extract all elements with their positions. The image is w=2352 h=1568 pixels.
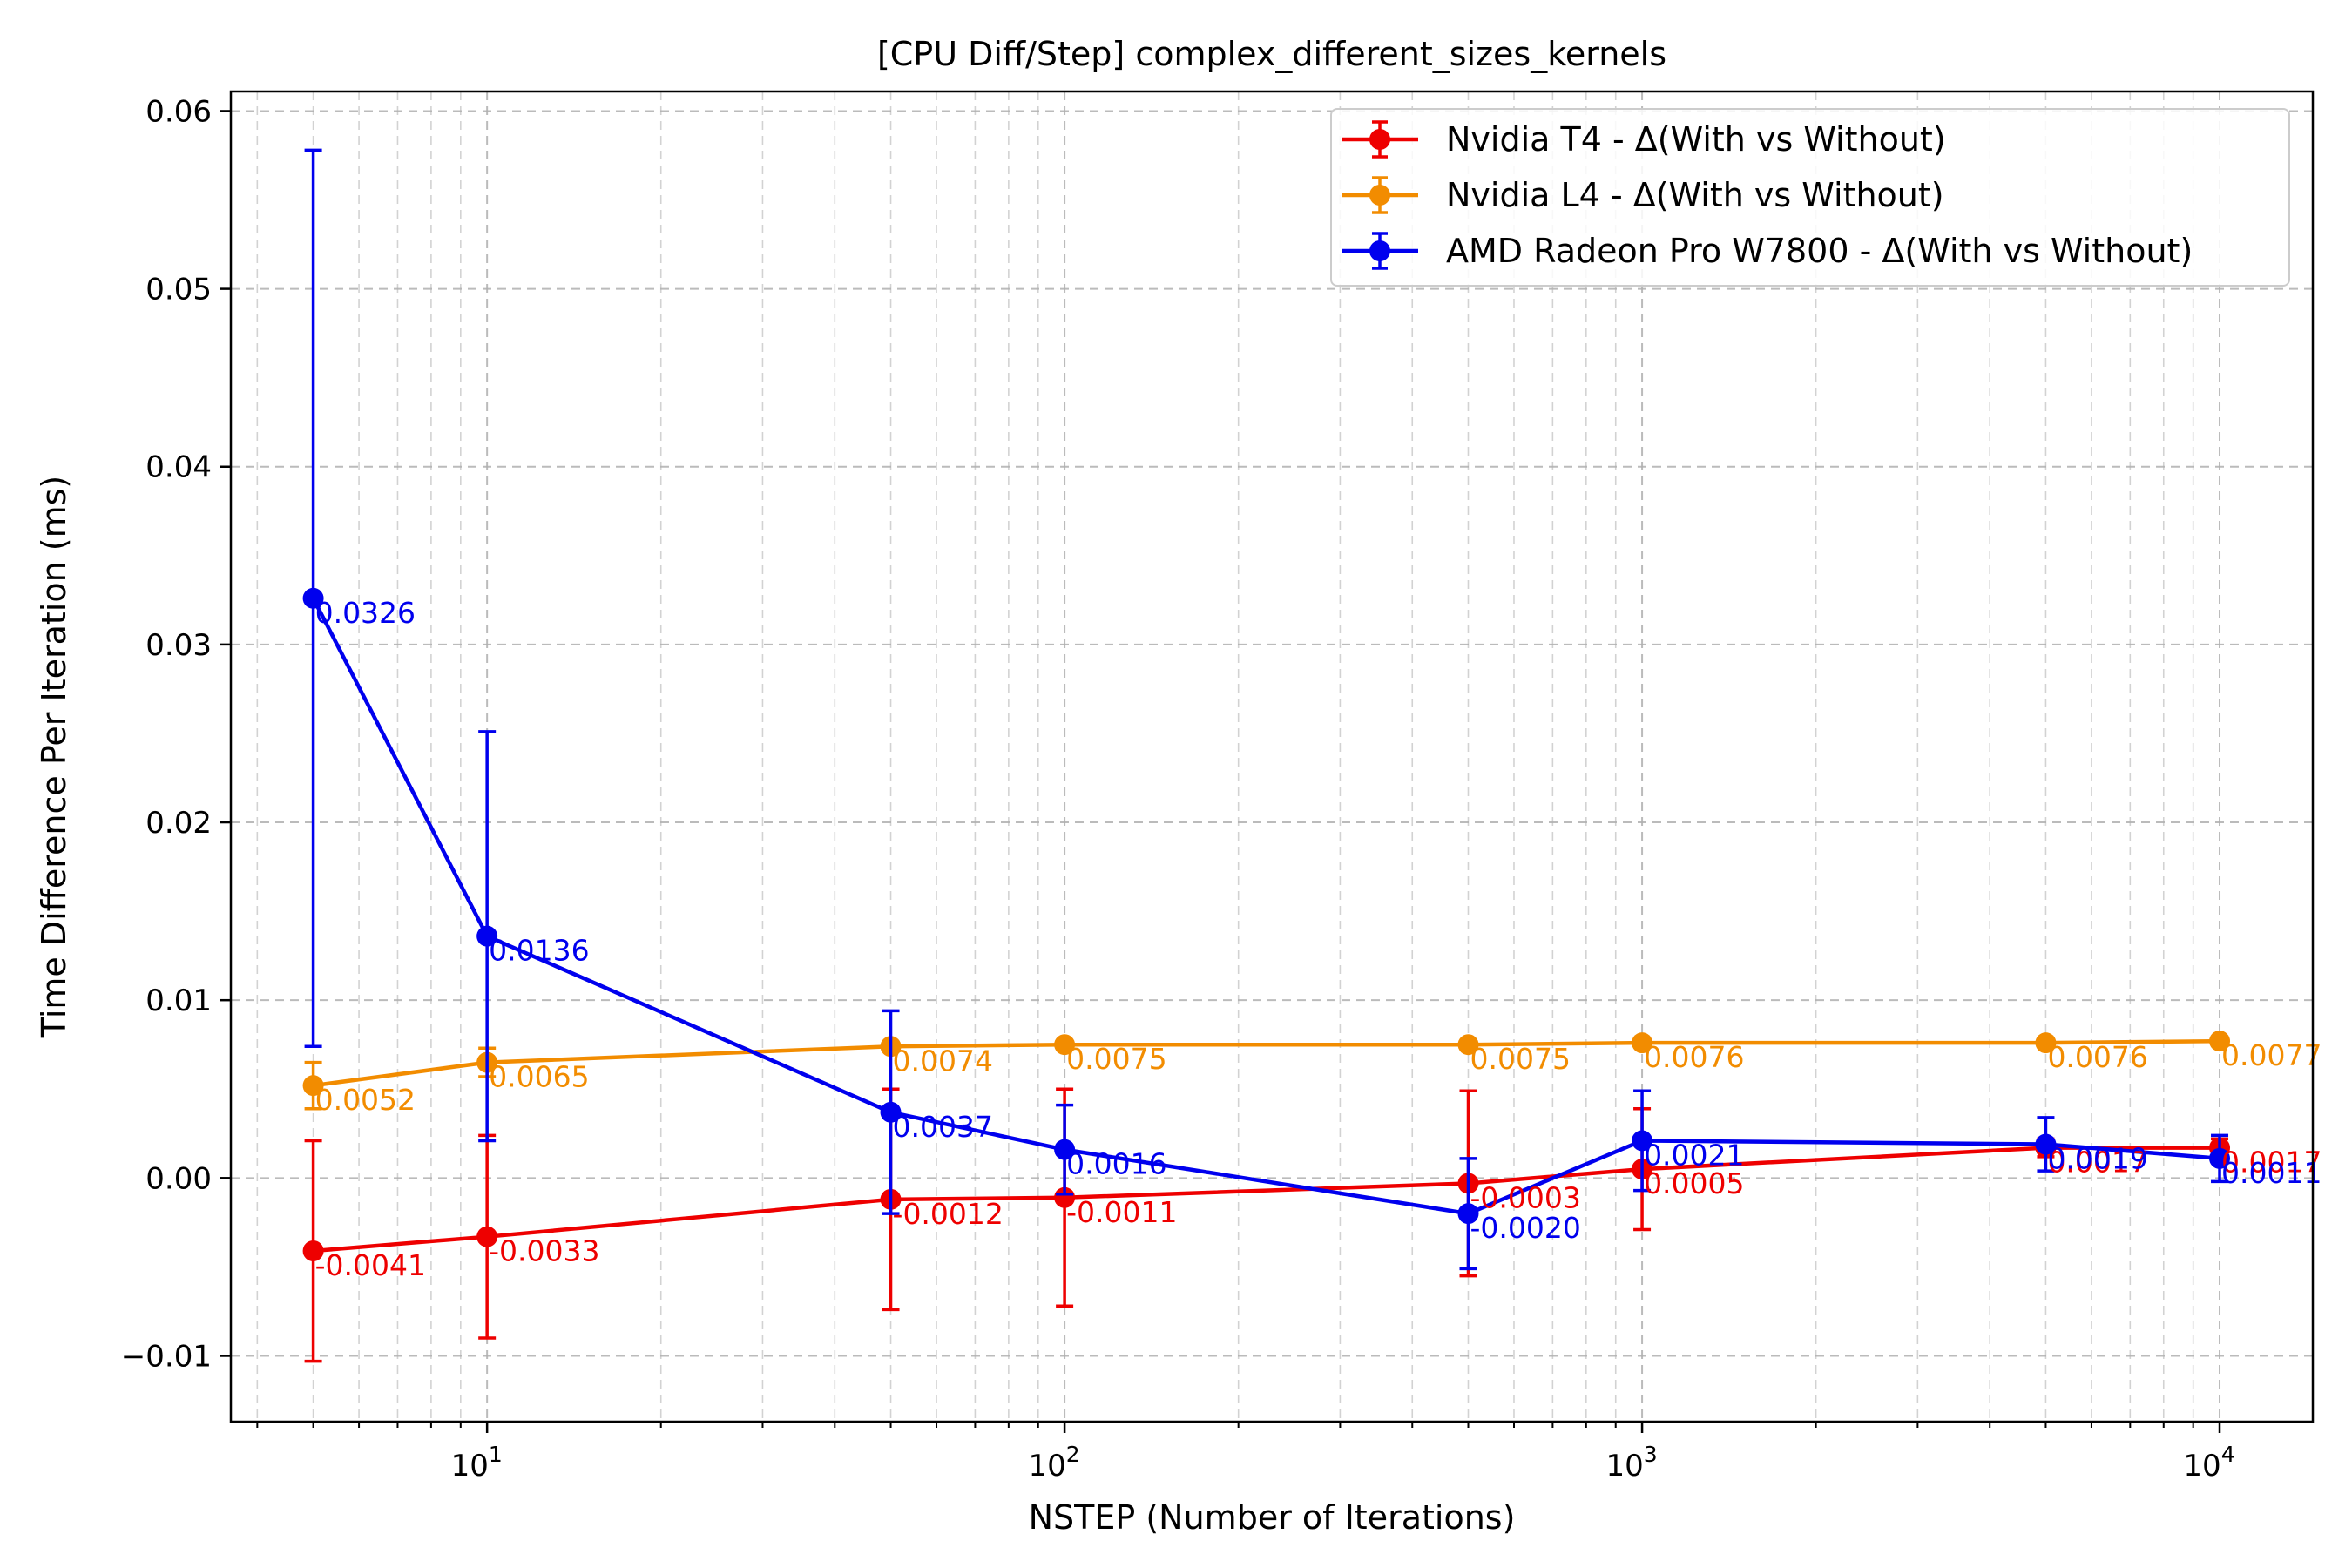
data-label: 0.0017 <box>2047 1146 2147 1179</box>
series-layer <box>302 148 2231 1363</box>
data-label: -0.0011 <box>1066 1195 1177 1229</box>
chart-title: [CPU Diff/Step] complex_different_sizes_… <box>877 35 1666 73</box>
data-label: 0.0021 <box>1644 1138 1744 1172</box>
data-point <box>1054 1139 1076 1160</box>
legend-label: Nvidia T4 - Δ(With vs Without) <box>1446 120 1946 159</box>
legend-item-0: Nvidia T4 - Δ(With vs Without) <box>1342 120 1946 159</box>
grid-layer <box>231 91 2313 1422</box>
y-tick-label: 0.02 <box>145 806 212 841</box>
legend: Nvidia T4 - Δ(With vs Without) Nvidia L4 … <box>1330 108 2290 287</box>
y-tick-label: 0.04 <box>145 450 212 485</box>
data-point <box>302 587 324 609</box>
y-tick-label: 0.06 <box>145 94 212 129</box>
x-tick-label-exponent: 1 <box>489 1442 503 1467</box>
y-tick-label: 0.03 <box>145 628 212 663</box>
x-tick-label: 104 <box>2183 1442 2234 1484</box>
legend-swatch-marker <box>1369 185 1390 206</box>
data-label: 0.0005 <box>1644 1166 1744 1200</box>
data-label: 0.0065 <box>489 1060 589 1094</box>
data-label: 0.0037 <box>893 1110 993 1144</box>
y-tick-label: −0.01 <box>121 1339 212 1374</box>
data-point <box>2035 1133 2057 1155</box>
data-label: 0.0011 <box>2221 1156 2322 1190</box>
data-point <box>1054 1034 1076 1056</box>
x-tick-label-exponent: 2 <box>1066 1442 1080 1467</box>
data-point <box>1054 1186 1076 1208</box>
y-tick-label: 0.05 <box>145 273 212 308</box>
y-tick-label: 0.00 <box>145 1161 212 1196</box>
data-point <box>1632 1130 1653 1152</box>
data-label: 0.0052 <box>315 1083 416 1117</box>
data-point <box>476 925 498 947</box>
series-line <box>313 1146 2220 1254</box>
data-point <box>880 1101 902 1123</box>
data-label: 0.0076 <box>2047 1040 2147 1074</box>
x-tick-label-base: 10 <box>1605 1449 1643 1484</box>
data-label: 0.0019 <box>2047 1142 2147 1176</box>
legend-label: Nvidia L4 - Δ(With vs Without) <box>1446 176 1944 214</box>
data-point <box>2209 1031 2231 1052</box>
series-line <box>313 1038 2220 1088</box>
data-label: 0.0075 <box>1066 1042 1166 1076</box>
data-label: 0.0016 <box>1066 1147 1166 1181</box>
legend-item-2: AMD Radeon Pro W7800 - Δ(With vs Without… <box>1342 232 2193 270</box>
x-tick-label: 101 <box>451 1442 503 1484</box>
data-point <box>476 1226 498 1247</box>
legend-item-1: Nvidia L4 - Δ(With vs Without) <box>1342 176 1944 214</box>
data-label: 0.0074 <box>893 1044 993 1078</box>
x-axis-title: NSTEP (Number of Iterations) <box>1029 1498 1516 1537</box>
data-point <box>302 1075 324 1097</box>
data-label: -0.0012 <box>893 1197 1004 1231</box>
data-label: -0.0003 <box>1470 1180 1580 1214</box>
series-1 <box>302 1031 2231 1111</box>
x-tick-label-exponent: 4 <box>2221 1442 2235 1467</box>
data-point <box>302 1240 324 1262</box>
legend-swatch-marker <box>1369 240 1390 261</box>
legend-label: AMD Radeon Pro W7800 - Δ(With vs Without… <box>1446 232 2193 270</box>
data-point <box>1632 1032 1653 1054</box>
data-label: 0.0017 <box>2221 1146 2322 1179</box>
x-tick-label-exponent: 3 <box>1644 1442 1658 1467</box>
y-tick-label: 0.01 <box>145 983 212 1018</box>
data-label: 0.0077 <box>2221 1038 2322 1072</box>
data-label: -0.0041 <box>315 1248 426 1282</box>
legend-swatch-marker <box>1369 129 1390 150</box>
data-point <box>2209 1147 2231 1169</box>
data-label: 0.0326 <box>315 596 416 630</box>
data-label: -0.0020 <box>1470 1211 1580 1245</box>
data-point <box>1457 1034 1479 1056</box>
y-axis-title: Time Difference Per Iteration (ms) <box>35 476 73 1038</box>
x-tick-label: 103 <box>1605 1442 1657 1484</box>
data-point <box>2035 1032 2057 1054</box>
data-label: -0.0033 <box>489 1234 599 1268</box>
data-label: 0.0075 <box>1470 1042 1570 1076</box>
x-tick-label-base: 10 <box>2183 1449 2220 1484</box>
data-label: 0.0076 <box>1644 1040 1744 1074</box>
data-labels-layer: -0.0041 -0.0033 -0.0012 -0.0011 -0.0003 0.000… <box>315 596 2322 1282</box>
data-point <box>1457 1203 1479 1225</box>
ticks-layer: 101 102 103 104−0.010.000.010.020.030.040.0… <box>121 94 2235 1484</box>
plot-frame <box>229 90 2315 1423</box>
x-tick-label-base: 10 <box>1029 1449 1066 1484</box>
series-0 <box>302 1087 2231 1363</box>
series-2 <box>302 148 2231 1271</box>
data-label: 0.0136 <box>489 934 589 968</box>
legend-box <box>1330 108 2290 287</box>
x-tick-label: 102 <box>1029 1442 1080 1484</box>
series-line <box>311 597 2220 1216</box>
x-tick-label-base: 10 <box>451 1449 489 1484</box>
